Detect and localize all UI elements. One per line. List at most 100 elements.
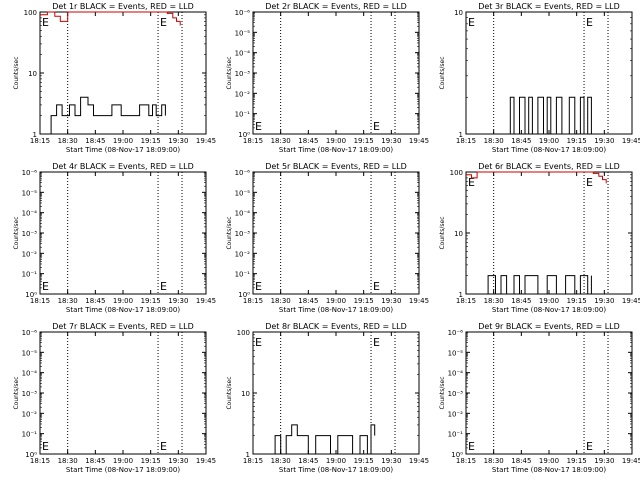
events-series-line: [47, 96, 166, 135]
y-tick-label: 1: [33, 131, 37, 139]
x-axis-label: Start Time (08-Nov-17 18:09:00): [279, 146, 393, 154]
x-tick-label: 18:15: [456, 457, 476, 465]
y-tick-label: 10⁻⁴: [22, 370, 38, 378]
y-axis-label: Counts/sec: [226, 376, 233, 409]
x-tick-label: 18:30: [58, 457, 78, 465]
y-tick-label: 10⁰: [238, 131, 250, 139]
y-tick-label: 10⁻⁵: [22, 349, 38, 357]
x-tick-label: 19:45: [409, 137, 429, 145]
plot-frame: [252, 11, 420, 135]
x-tick-label: 18:45: [298, 457, 318, 465]
panel-7: Det 7r BLACK = Events, RED = LLD 10⁰ 10⁻¹ 1…: [13, 322, 216, 474]
panel-title: Det 8r BLACK = Events, RED = LLD: [265, 322, 407, 331]
x-tick-label: 18:45: [85, 457, 105, 465]
y-tick-label: 10⁻³: [22, 230, 38, 238]
x-tick-label: 18:45: [298, 297, 318, 305]
x-tick-label: 18:45: [298, 137, 318, 145]
y-tick-label: 10⁰: [25, 291, 37, 299]
x-tick-label: 18:45: [85, 137, 105, 145]
panel-1: Det 1r BLACK = Events, RED = LLD 1 10 100 18…: [13, 2, 216, 154]
x-tick-label: 19:00: [326, 297, 346, 305]
y-tick-label: 10: [241, 390, 250, 398]
panel-4: Det 4r BLACK = Events, RED = LLD 10⁰ 10⁻¹ 1…: [13, 162, 216, 314]
event-marker-label: E: [160, 280, 167, 293]
x-tick-label: 19:00: [113, 457, 133, 465]
x-tick-label: 19:15: [567, 137, 587, 145]
x-tick-label: 19:15: [141, 137, 161, 145]
y-tick-label: 10⁻³: [235, 230, 251, 238]
y-tick-label: 10⁻²: [22, 250, 38, 258]
y-tick-label: 10⁻⁶: [448, 329, 464, 337]
y-tick-label: 10⁻⁶: [235, 169, 251, 177]
x-tick-label: 19:45: [409, 457, 429, 465]
x-tick-label: 19:45: [196, 457, 216, 465]
panel-9: Det 9r BLACK = Events, RED = LLD 10⁰ 10⁻¹ 1…: [439, 322, 640, 474]
lld-series-line: [40, 11, 181, 26]
x-axis-label: Start Time (08-Nov-17 18:09:00): [66, 306, 180, 314]
x-tick-label: 19:15: [567, 297, 587, 305]
y-tick-label: 10⁻⁴: [22, 210, 38, 218]
y-tick-label: 10⁻¹: [22, 271, 38, 279]
x-axis-label: Start Time (08-Nov-17 18:09:00): [492, 306, 606, 314]
x-axis-label: Start Time (08-Nov-17 18:09:00): [279, 306, 393, 314]
plot-frame: [252, 171, 420, 295]
x-tick-label: 19:00: [326, 457, 346, 465]
x-tick-label: 18:15: [243, 137, 263, 145]
event-marker-label: E: [373, 280, 380, 293]
x-tick-label: 18:15: [243, 297, 263, 305]
y-tick-label: 10⁻²: [235, 250, 251, 258]
y-tick-label: 10⁻³: [448, 390, 464, 398]
y-tick-label: 10⁻⁵: [235, 29, 251, 37]
x-tick-label: 18:30: [484, 457, 504, 465]
x-tick-label: 19:30: [594, 457, 614, 465]
x-tick-label: 19:30: [168, 457, 188, 465]
x-tick-label: 18:30: [271, 297, 291, 305]
event-marker-label: E: [160, 16, 167, 29]
y-tick-label: 10⁻²: [235, 90, 251, 98]
panel-title: Det 7r BLACK = Events, RED = LLD: [52, 322, 194, 331]
y-axis-label: Counts/sec: [13, 56, 20, 89]
plot-frame: [465, 11, 633, 135]
event-marker-label: E: [160, 440, 167, 453]
y-axis-label: Counts/sec: [439, 216, 446, 249]
y-tick-label: 10⁰: [25, 451, 37, 459]
x-tick-label: 19:30: [168, 137, 188, 145]
y-tick-label: 10⁻⁶: [22, 329, 38, 337]
x-tick-label: 18:30: [271, 137, 291, 145]
x-tick-label: 18:45: [85, 297, 105, 305]
x-tick-label: 19:00: [113, 297, 133, 305]
x-axis-label: Start Time (08-Nov-17 18:09:00): [492, 146, 606, 154]
y-tick-label: 10⁻²: [448, 410, 464, 418]
panel-title: Det 3r BLACK = Events, RED = LLD: [478, 2, 620, 11]
panel-2: Det 2r BLACK = Events, RED = LLD 10⁰ 10⁻¹ 1…: [226, 2, 429, 154]
x-tick-label: 18:15: [30, 457, 50, 465]
event-marker-label: E: [255, 280, 262, 293]
y-tick-label: 10⁻¹: [235, 111, 251, 119]
panel-title: Det 1r BLACK = Events, RED = LLD: [52, 2, 194, 11]
x-tick-label: 19:00: [326, 137, 346, 145]
lld-series-line: [466, 171, 607, 184]
y-axis-label: Counts/sec: [439, 56, 446, 89]
x-tick-label: 19:45: [622, 297, 640, 305]
x-tick-label: 19:45: [196, 297, 216, 305]
y-axis-label: Counts/sec: [226, 216, 233, 249]
event-marker-label: E: [42, 280, 49, 293]
event-marker-label: E: [586, 16, 593, 29]
x-tick-label: 19:30: [381, 137, 401, 145]
x-tick-label: 18:45: [511, 137, 531, 145]
y-tick-label: 100: [450, 169, 463, 177]
x-tick-label: 19:30: [168, 297, 188, 305]
x-axis-label: Start Time (08-Nov-17 18:09:00): [66, 146, 180, 154]
event-marker-label: E: [373, 120, 380, 133]
x-tick-label: 19:30: [381, 457, 401, 465]
x-tick-label: 19:15: [354, 297, 374, 305]
x-tick-label: 19:00: [539, 137, 559, 145]
x-axis-label: Start Time (08-Nov-17 18:09:00): [66, 466, 180, 474]
x-tick-label: 19:15: [141, 457, 161, 465]
x-tick-label: 18:45: [511, 297, 531, 305]
x-tick-label: 19:30: [381, 297, 401, 305]
x-tick-label: 19:00: [539, 457, 559, 465]
panel-5: Det 5r BLACK = Events, RED = LLD 10⁰ 10⁻¹ 1…: [226, 162, 429, 314]
panel-title: Det 4r BLACK = Events, RED = LLD: [52, 162, 194, 171]
